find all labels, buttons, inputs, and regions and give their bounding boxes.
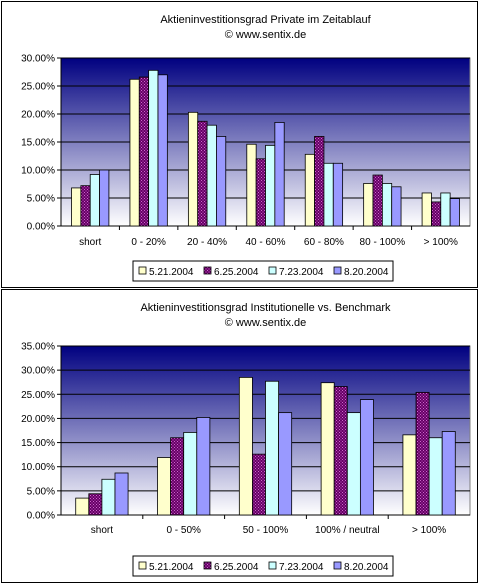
y-tick-label: 25.00% — [21, 82, 55, 93]
bar — [363, 183, 374, 227]
bar — [333, 386, 348, 516]
bar — [196, 417, 211, 516]
bar — [314, 135, 325, 227]
y-tick-label: 10.00% — [21, 166, 55, 177]
y-tick-label: 15.00% — [21, 138, 55, 149]
bar — [114, 472, 129, 516]
bar — [265, 144, 276, 227]
legend-label: 8.20.2004 — [344, 267, 389, 278]
category-label: 0 - 20% — [131, 237, 166, 248]
bar — [101, 478, 116, 516]
bar — [372, 174, 383, 227]
bar — [278, 412, 293, 516]
bar — [359, 399, 374, 516]
legend-swatch — [138, 561, 147, 570]
bar — [71, 187, 82, 227]
y-tick-label: 0.00% — [27, 511, 55, 522]
legend-label: 7.23.2004 — [279, 267, 324, 278]
category-label: 50 - 100% — [243, 525, 289, 536]
legend-box — [132, 555, 394, 577]
bar — [89, 174, 100, 227]
bar — [421, 192, 432, 227]
bar — [148, 69, 159, 227]
y-tick-label: 35.00% — [21, 342, 55, 353]
legend-label: 6.25.2004 — [214, 562, 259, 573]
bar — [415, 391, 430, 516]
legend-label: 7.23.2004 — [279, 562, 324, 573]
legend-swatch — [333, 561, 342, 570]
y-tick-label: 30.00% — [21, 54, 55, 65]
bar — [99, 169, 110, 227]
bar — [265, 380, 279, 516]
y-tick-label: 25.00% — [21, 390, 55, 401]
bar — [206, 124, 217, 227]
bar — [428, 437, 443, 516]
bar — [255, 158, 266, 227]
bar — [216, 135, 227, 227]
category-label: 40 - 60% — [245, 237, 285, 248]
y-tick-label: 20.00% — [21, 110, 55, 121]
bar — [129, 78, 140, 227]
category-label: 20 - 40% — [187, 237, 227, 248]
y-tick-label: 20.00% — [21, 414, 55, 425]
y-tick-label: 10.00% — [21, 462, 55, 473]
bar — [157, 74, 168, 227]
bar — [304, 153, 315, 227]
y-tick-label: 30.00% — [21, 366, 55, 377]
bar — [187, 111, 199, 227]
bar — [157, 457, 172, 516]
chart-title: Aktieninvestitionsgrad Institutionelle v… — [140, 302, 391, 314]
bar — [391, 186, 402, 227]
category-label: 80 - 100% — [360, 237, 406, 248]
legend-swatch — [268, 266, 277, 275]
bar — [320, 382, 335, 516]
y-tick-label: 5.00% — [27, 486, 55, 497]
legend-box — [132, 260, 394, 282]
bar — [138, 76, 150, 227]
bar — [431, 201, 442, 227]
chart-title: Aktieninvestitionsgrad Private im Zeitab… — [160, 14, 371, 26]
y-tick-label: 15.00% — [21, 438, 55, 449]
bar — [246, 143, 257, 227]
legend-swatch — [333, 266, 342, 275]
bar — [346, 412, 361, 516]
bar — [441, 431, 456, 516]
bar — [274, 122, 285, 227]
bar — [197, 120, 208, 227]
bar — [88, 493, 103, 516]
category-label: short — [91, 525, 113, 536]
bar — [238, 376, 253, 516]
bar — [252, 453, 266, 516]
bar — [183, 432, 198, 516]
legend-label: 5.21.2004 — [149, 562, 194, 573]
legend-swatch — [203, 561, 212, 570]
category-label: 60 - 80% — [304, 237, 344, 248]
legend-swatch — [268, 561, 277, 570]
bar — [323, 162, 334, 227]
legend-swatch — [138, 266, 147, 275]
bar — [402, 434, 417, 516]
category-label: > 100% — [424, 237, 458, 248]
category-label: 100% / neutral — [315, 525, 380, 536]
legend-swatch — [203, 266, 212, 275]
bar — [440, 192, 451, 227]
bar — [381, 183, 393, 227]
chart-subtitle: © www.sentix.de — [225, 317, 306, 329]
legend-label: 6.25.2004 — [214, 267, 259, 278]
bar — [332, 162, 344, 227]
bar — [170, 437, 185, 516]
bar — [449, 198, 460, 227]
bar — [75, 497, 90, 516]
chart-subtitle: © www.sentix.de — [225, 29, 306, 41]
bar — [80, 185, 91, 227]
category-label: 0 - 50% — [166, 525, 201, 536]
category-label: > 100% — [412, 525, 446, 536]
legend-label: 5.21.2004 — [149, 267, 194, 278]
legend-label: 8.20.2004 — [344, 562, 389, 573]
y-tick-label: 5.00% — [27, 194, 55, 205]
category-label: short — [79, 237, 101, 248]
y-tick-label: 0.00% — [27, 222, 55, 233]
